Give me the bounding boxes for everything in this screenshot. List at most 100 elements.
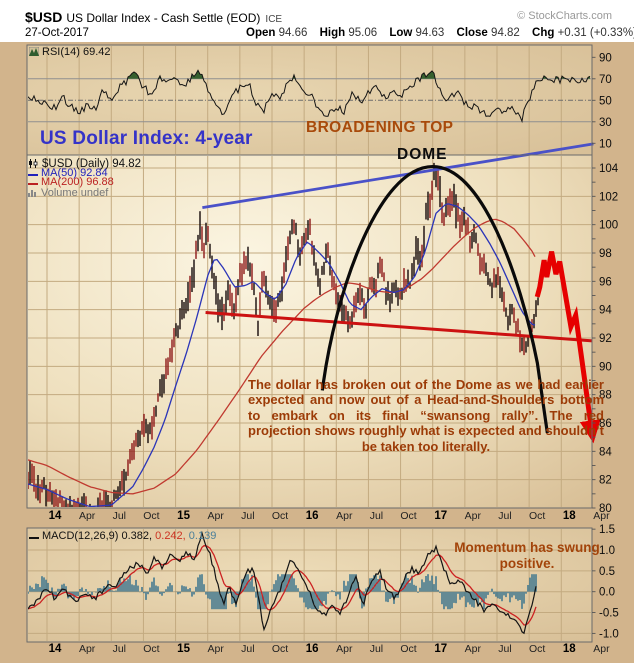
stockcharts-credit: © StockCharts.com bbox=[517, 10, 612, 22]
svg-text:82: 82 bbox=[599, 475, 612, 487]
svg-text:17: 17 bbox=[434, 643, 447, 655]
chart-date: 27-Oct-2017 bbox=[25, 27, 89, 39]
svg-text:Oct: Oct bbox=[272, 643, 288, 655]
svg-text:Oct: Oct bbox=[143, 643, 159, 655]
ma50-line-icon bbox=[28, 170, 38, 180]
chart-watermark-title: US Dollar Index: 4-year bbox=[40, 128, 253, 149]
price-legend-label: $USD (Daily) 94.82 bbox=[42, 158, 142, 170]
dome-label: DOME bbox=[397, 146, 448, 163]
svg-text:14: 14 bbox=[49, 510, 62, 522]
svg-text:86: 86 bbox=[599, 418, 612, 430]
momentum-annotation: Momentum has swung positive. bbox=[454, 540, 600, 571]
svg-text:Apr: Apr bbox=[593, 510, 610, 522]
close-label: Close bbox=[456, 27, 488, 39]
quote-row: 27-Oct-2017 Open 94.66 High 95.06 Low 94… bbox=[25, 27, 634, 42]
rsi-area-icon bbox=[28, 46, 40, 59]
rsi-legend: RSI(14) 69.42 bbox=[28, 46, 111, 59]
ma50-legend-label: MA(50) 92.84 bbox=[41, 166, 108, 179]
svg-text:18: 18 bbox=[563, 643, 576, 655]
svg-text:1.0: 1.0 bbox=[599, 545, 615, 557]
svg-text:16: 16 bbox=[306, 510, 319, 522]
macd-signal-value: 0.242, bbox=[155, 530, 186, 542]
svg-text:15: 15 bbox=[177, 510, 190, 522]
close-value: 94.82 bbox=[491, 27, 520, 39]
svg-text:50: 50 bbox=[599, 95, 612, 107]
high-value: 95.06 bbox=[348, 27, 378, 39]
svg-text:Oct: Oct bbox=[272, 510, 288, 522]
svg-text:Oct: Oct bbox=[529, 643, 545, 655]
ma200-line-icon bbox=[28, 179, 38, 189]
volume-legend-label: Volume undef bbox=[41, 186, 109, 199]
svg-text:90: 90 bbox=[599, 52, 612, 64]
low-value: 94.63 bbox=[415, 27, 445, 39]
svg-text:Oct: Oct bbox=[529, 510, 545, 522]
svg-text:-1.0: -1.0 bbox=[599, 628, 619, 640]
svg-text:Jul: Jul bbox=[113, 510, 126, 522]
svg-text:Apr: Apr bbox=[208, 510, 225, 522]
svg-text:Jul: Jul bbox=[113, 643, 126, 655]
svg-text:Jul: Jul bbox=[370, 510, 383, 522]
svg-text:Oct: Oct bbox=[400, 643, 416, 655]
svg-text:70: 70 bbox=[599, 74, 612, 86]
macd-legend-label: MACD(12,26,9) bbox=[42, 530, 119, 542]
svg-text:17: 17 bbox=[434, 510, 447, 522]
svg-text:Apr: Apr bbox=[593, 643, 610, 655]
svg-text:0.0: 0.0 bbox=[599, 587, 615, 599]
open-label: Open bbox=[246, 27, 276, 39]
price-legend: $USD (Daily) 94.82 MA(50) 92.84 MA(200) … bbox=[28, 158, 142, 200]
svg-text:-0.5: -0.5 bbox=[599, 608, 619, 620]
open-value: 94.66 bbox=[278, 27, 308, 39]
svg-text:104: 104 bbox=[599, 163, 619, 175]
svg-text:Jul: Jul bbox=[370, 643, 383, 655]
svg-text:16: 16 bbox=[306, 643, 319, 655]
broadening-top-label: BROADENING TOP bbox=[306, 119, 454, 136]
symbol: $USD bbox=[25, 9, 63, 25]
svg-text:Apr: Apr bbox=[208, 643, 225, 655]
svg-text:92: 92 bbox=[599, 333, 612, 345]
macd-value: 0.382, bbox=[121, 530, 153, 542]
chg-label: Chg bbox=[532, 27, 555, 39]
svg-text:Jul: Jul bbox=[241, 643, 254, 655]
ma200-legend-label: MA(200) 96.88 bbox=[41, 176, 114, 189]
rsi-legend-label: RSI(14) 69.42 bbox=[42, 46, 111, 58]
volume-bars-icon bbox=[28, 188, 38, 200]
svg-text:88: 88 bbox=[599, 390, 612, 402]
macd-hist-value: 0.139 bbox=[188, 530, 217, 542]
svg-text:Apr: Apr bbox=[336, 510, 353, 522]
macd-legend: MACD(12,26,9) 0.382, 0.242, 0.139 bbox=[29, 530, 216, 543]
ohlc-quote: Open 94.66 High 95.06 Low 94.63 Close 94… bbox=[237, 27, 634, 39]
svg-text:102: 102 bbox=[599, 191, 618, 203]
svg-text:84: 84 bbox=[599, 446, 612, 458]
svg-text:80: 80 bbox=[599, 503, 612, 515]
svg-text:Jul: Jul bbox=[498, 643, 511, 655]
chart-title: US Dollar Index - Cash Settle (EOD) bbox=[66, 11, 261, 25]
svg-text:90: 90 bbox=[599, 361, 612, 373]
svg-text:14: 14 bbox=[49, 643, 62, 655]
svg-text:30: 30 bbox=[599, 117, 612, 129]
svg-text:98: 98 bbox=[599, 248, 612, 260]
svg-text:Jul: Jul bbox=[498, 510, 511, 522]
macd-line-icon bbox=[29, 531, 39, 543]
svg-text:94: 94 bbox=[599, 305, 612, 317]
exchange-label: ICE bbox=[265, 14, 283, 25]
low-label: Low bbox=[389, 27, 413, 39]
svg-text:10: 10 bbox=[599, 138, 612, 150]
high-label: High bbox=[319, 27, 346, 39]
svg-text:Oct: Oct bbox=[400, 510, 416, 522]
svg-text:96: 96 bbox=[599, 276, 612, 288]
svg-text:Apr: Apr bbox=[465, 510, 482, 522]
svg-text:Apr: Apr bbox=[336, 643, 353, 655]
svg-text:Apr: Apr bbox=[79, 510, 96, 522]
candlestick-icon bbox=[28, 159, 39, 171]
svg-text:Apr: Apr bbox=[465, 643, 482, 655]
svg-text:15: 15 bbox=[177, 643, 190, 655]
svg-text:18: 18 bbox=[563, 510, 576, 522]
svg-text:100: 100 bbox=[599, 220, 618, 232]
commentary-paragraph: The dollar has broken out of the Dome as… bbox=[248, 377, 604, 454]
svg-text:1.5: 1.5 bbox=[599, 524, 615, 536]
svg-text:Jul: Jul bbox=[241, 510, 254, 522]
chg-value: +0.31 (+0.33%) bbox=[557, 27, 634, 39]
svg-text:Oct: Oct bbox=[143, 510, 159, 522]
